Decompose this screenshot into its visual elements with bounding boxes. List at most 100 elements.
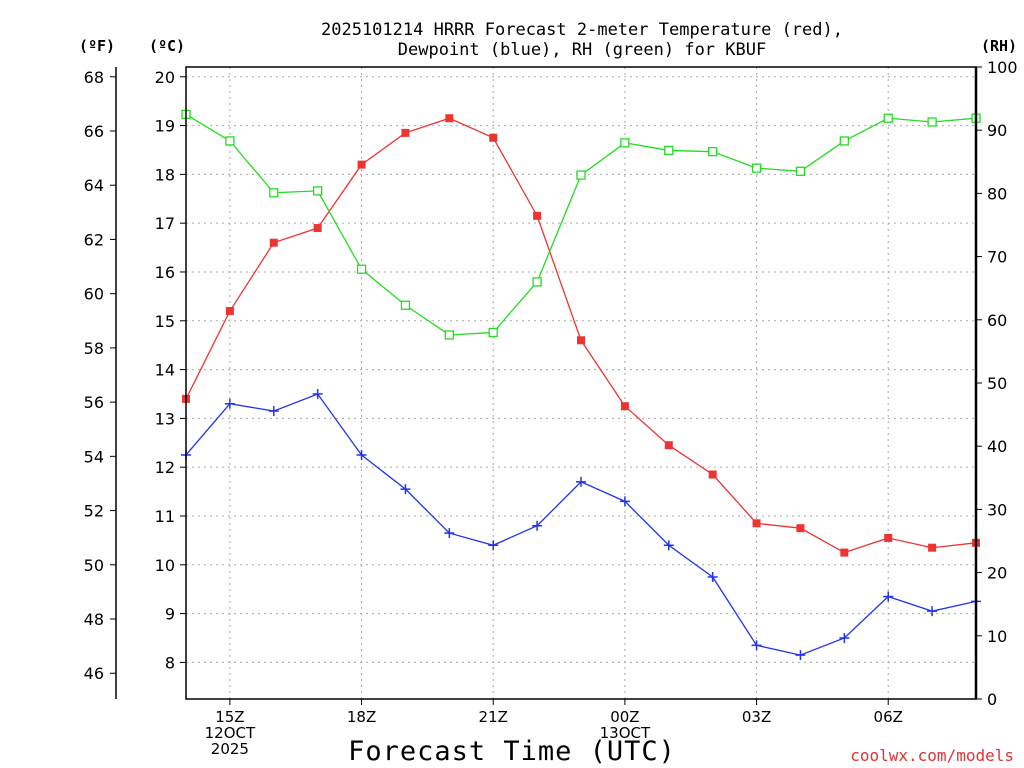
series-2-point-5 xyxy=(400,300,411,310)
x-tick-label-27-0: 03Z xyxy=(742,708,771,726)
x-tick-label-15-0: 15Z xyxy=(215,708,244,726)
celsius-unit-label: (ºC) xyxy=(149,37,185,55)
series-1-point-10 xyxy=(619,496,630,507)
celsius-tick-label-16: 16 xyxy=(155,263,175,282)
series-1-point-17 xyxy=(927,606,938,617)
fahrenheit-tick-label-60: 60 xyxy=(84,285,104,304)
series-2-point-9 xyxy=(576,170,586,180)
rh-tick-label-30: 30 xyxy=(987,500,1007,519)
series-0-point-3 xyxy=(313,224,322,233)
series-1-point-9 xyxy=(576,476,586,487)
series-2-point-3 xyxy=(313,186,323,196)
fahrenheit-tick-label-62: 62 xyxy=(84,230,104,249)
series-0-line xyxy=(185,117,977,554)
series-1-point-4 xyxy=(356,449,367,460)
x-tick-label-15-2: 2025 xyxy=(211,740,249,758)
series-0-point-16 xyxy=(884,533,893,542)
celsius-tick-label-11: 11 xyxy=(155,507,175,526)
series-1-point-11 xyxy=(663,540,674,551)
x-tick-label-24-1: 13OCT xyxy=(600,724,651,742)
series-0-point-11 xyxy=(664,441,673,450)
series-2-point-12 xyxy=(708,147,718,157)
rh-tick-label-80: 80 xyxy=(987,184,1007,203)
series-0-point-13 xyxy=(752,519,761,528)
fahrenheit-tick-label-48: 48 xyxy=(84,610,104,629)
fahrenheit-tick-label-54: 54 xyxy=(84,447,104,466)
rh-tick-label-40: 40 xyxy=(987,437,1007,456)
rh-unit-label: (RH) xyxy=(981,37,1017,55)
series-0-point-8 xyxy=(533,211,542,220)
fahrenheit-tick-label-50: 50 xyxy=(84,556,104,575)
rh-tick-label-70: 70 xyxy=(987,248,1007,267)
series-2-point-15 xyxy=(839,136,849,146)
series-0-point-10 xyxy=(620,402,629,411)
fahrenheit-tick-label-46: 46 xyxy=(84,664,104,683)
series-layer xyxy=(181,109,981,661)
series-2-point-10 xyxy=(620,138,630,148)
x-tick-label-24-0: 00Z xyxy=(610,708,639,726)
series-2-point-7 xyxy=(488,327,498,338)
fahrenheit-tick-label-66: 66 xyxy=(84,122,104,141)
rh-tick-label-0: 0 xyxy=(987,690,997,709)
series-0-point-5 xyxy=(401,128,410,137)
celsius-tick-label-14: 14 xyxy=(155,361,175,380)
series-0-point-2 xyxy=(269,238,278,247)
celsius-tick-label-19: 19 xyxy=(155,117,175,136)
series-2-point-14 xyxy=(795,166,806,176)
celsius-tick-label-12: 12 xyxy=(155,458,175,477)
fahrenheit-tick-label-56: 56 xyxy=(84,393,104,412)
series-0-point-17 xyxy=(928,543,937,552)
x-tick-label-15-1: 12OCT xyxy=(205,724,256,742)
series-0-point-1 xyxy=(225,307,234,316)
series-1-point-1 xyxy=(224,398,235,409)
series-2-point-4 xyxy=(356,264,367,274)
series-0-point-9 xyxy=(577,336,585,345)
celsius-tick-label-10: 10 xyxy=(155,556,175,575)
celsius-tick-label-20: 20 xyxy=(155,68,175,87)
series-2-point-8 xyxy=(532,277,542,287)
series-1-point-14 xyxy=(795,650,806,661)
fahrenheit-tick-label-52: 52 xyxy=(84,502,104,521)
series-2-point-2 xyxy=(269,188,279,198)
series-1-point-5 xyxy=(400,484,411,495)
series-2-point-11 xyxy=(664,145,674,156)
series-1-line xyxy=(185,393,977,656)
series-1-point-2 xyxy=(268,406,279,417)
chart-title-line2: Dewpoint (blue), RH (green) for KBUF xyxy=(398,40,766,60)
fahrenheit-unit-label: (ºF) xyxy=(79,37,115,55)
series-1-point-16 xyxy=(883,591,894,602)
fahrenheit-tick-label-58: 58 xyxy=(84,339,104,358)
x-tick-label-18-0: 18Z xyxy=(347,708,376,726)
series-1-point-6 xyxy=(444,528,455,539)
series-1-point-7 xyxy=(488,540,499,551)
series-0-point-4 xyxy=(357,160,366,169)
rh-tick-label-90: 90 xyxy=(987,121,1007,140)
series-2-point-17 xyxy=(927,117,937,127)
x-axis-label: Forecast Time (UTC) xyxy=(348,736,676,767)
grid xyxy=(186,67,976,699)
series-0-point-7 xyxy=(489,133,498,142)
series-0-point-12 xyxy=(708,470,717,479)
x-tick-label-30-0: 06Z xyxy=(874,708,903,726)
x-tick-label-21-0: 21Z xyxy=(479,708,508,726)
credit-label: coolwx.com/models xyxy=(850,746,1014,765)
series-1-point-8 xyxy=(532,520,543,531)
fahrenheit-tick-label-64: 64 xyxy=(84,176,104,195)
rh-tick-label-10: 10 xyxy=(987,627,1007,646)
series-2-line xyxy=(185,113,977,336)
celsius-tick-label-13: 13 xyxy=(155,409,175,428)
rh-tick-label-60: 60 xyxy=(987,311,1007,330)
celsius-tick-label-15: 15 xyxy=(155,312,175,331)
celsius-tick-label-18: 18 xyxy=(155,165,175,184)
series-2-point-13 xyxy=(751,163,762,173)
series-0-point-14 xyxy=(796,524,805,533)
series-1-point-13 xyxy=(751,640,762,651)
series-0-point-6 xyxy=(445,114,454,123)
series-2-point-6 xyxy=(444,330,454,340)
series-1-point-12 xyxy=(707,571,718,582)
chart-title-line1: 2025101214 HRRR Forecast 2-meter Tempera… xyxy=(321,20,843,40)
series-2-point-1 xyxy=(225,136,235,146)
rh-tick-label-100: 100 xyxy=(987,58,1018,77)
celsius-tick-label-9: 9 xyxy=(165,605,175,624)
